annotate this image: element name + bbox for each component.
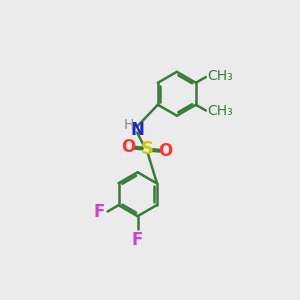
Text: CH₃: CH₃ xyxy=(207,69,233,83)
Text: S: S xyxy=(140,140,153,158)
Text: N: N xyxy=(130,121,145,139)
Text: CH₃: CH₃ xyxy=(207,104,233,118)
Text: F: F xyxy=(93,202,105,220)
Text: F: F xyxy=(132,231,143,249)
Text: O: O xyxy=(121,138,136,156)
Text: H: H xyxy=(124,118,134,132)
Text: O: O xyxy=(158,142,172,160)
